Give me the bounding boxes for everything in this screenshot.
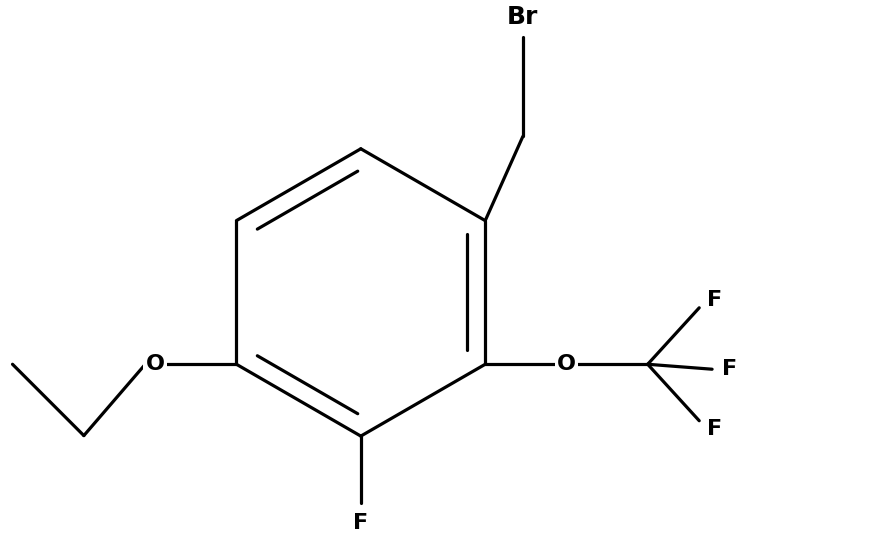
Text: F: F xyxy=(353,513,368,533)
Text: O: O xyxy=(146,354,165,374)
Text: Br: Br xyxy=(507,6,538,29)
Text: F: F xyxy=(722,359,737,379)
Text: O: O xyxy=(557,354,576,374)
Text: F: F xyxy=(707,418,722,439)
Text: F: F xyxy=(707,290,722,310)
